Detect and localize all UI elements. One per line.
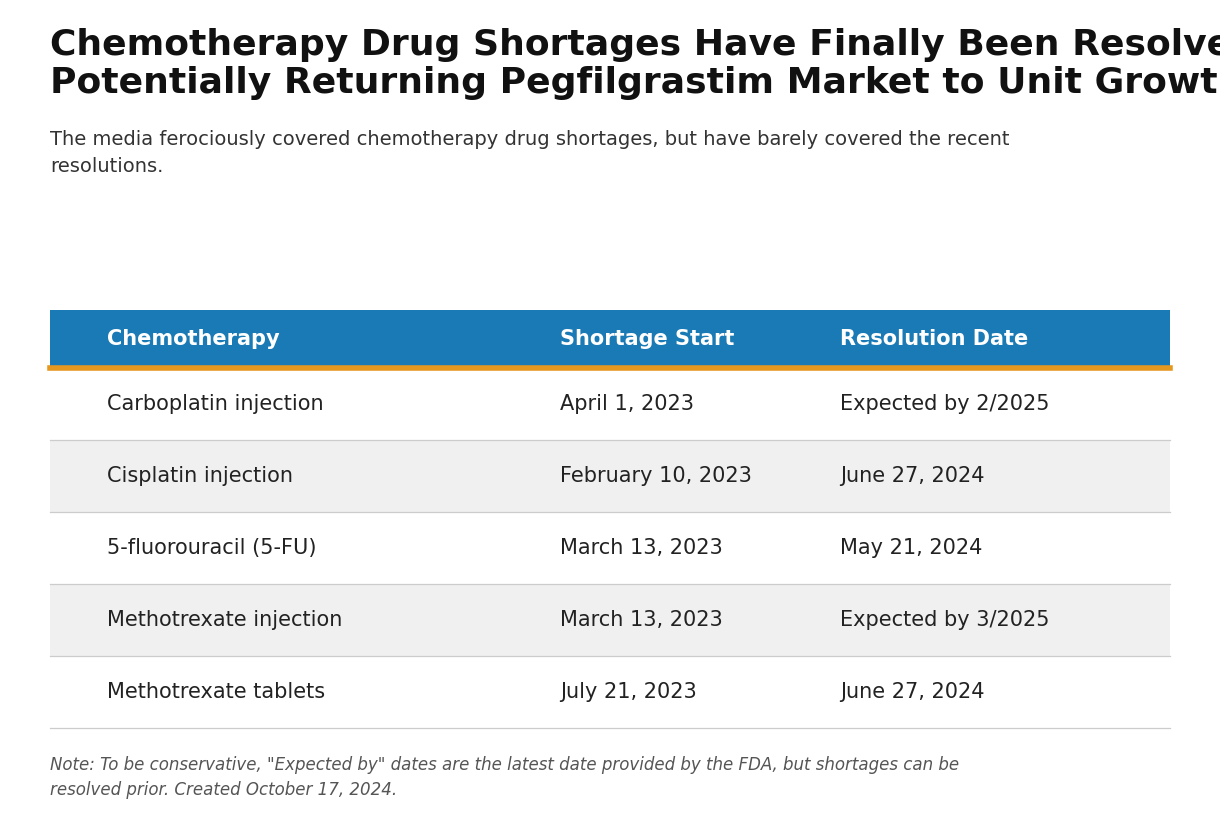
Text: Chemotherapy Drug Shortages Have Finally Been Resolved,: Chemotherapy Drug Shortages Have Finally… — [50, 28, 1220, 62]
Text: The media ferociously covered chemotherapy drug shortages, but have barely cover: The media ferociously covered chemothera… — [50, 130, 1009, 176]
Text: Carboplatin injection: Carboplatin injection — [107, 394, 323, 414]
Text: Expected by 3/2025: Expected by 3/2025 — [841, 610, 1050, 630]
Bar — [50, 656, 1170, 728]
Text: June 27, 2024: June 27, 2024 — [841, 466, 985, 486]
Text: May 21, 2024: May 21, 2024 — [841, 538, 983, 558]
Bar — [50, 368, 1170, 440]
Text: Methotrexate tablets: Methotrexate tablets — [107, 682, 325, 702]
Bar — [50, 584, 1170, 656]
Text: Chemotherapy: Chemotherapy — [107, 329, 279, 349]
Text: February 10, 2023: February 10, 2023 — [560, 466, 753, 486]
Text: Expected by 2/2025: Expected by 2/2025 — [841, 394, 1050, 414]
Text: June 27, 2024: June 27, 2024 — [841, 682, 985, 702]
Text: Shortage Start: Shortage Start — [560, 329, 734, 349]
Bar — [50, 440, 1170, 512]
Text: Potentially Returning Pegfilgrastim Market to Unit Growth: Potentially Returning Pegfilgrastim Mark… — [50, 66, 1220, 100]
Text: March 13, 2023: March 13, 2023 — [560, 610, 723, 630]
Text: July 21, 2023: July 21, 2023 — [560, 682, 697, 702]
Text: Resolution Date: Resolution Date — [841, 329, 1028, 349]
Text: April 1, 2023: April 1, 2023 — [560, 394, 694, 414]
Bar — [50, 512, 1170, 584]
Text: Cisplatin injection: Cisplatin injection — [107, 466, 293, 486]
Text: Note: To be conservative, "Expected by" dates are the latest date provided by th: Note: To be conservative, "Expected by" … — [50, 756, 959, 799]
Text: Methotrexate injection: Methotrexate injection — [107, 610, 342, 630]
Text: March 13, 2023: March 13, 2023 — [560, 538, 723, 558]
Text: 5-fluorouracil (5-FU): 5-fluorouracil (5-FU) — [107, 538, 316, 558]
Bar — [50, 310, 1170, 368]
